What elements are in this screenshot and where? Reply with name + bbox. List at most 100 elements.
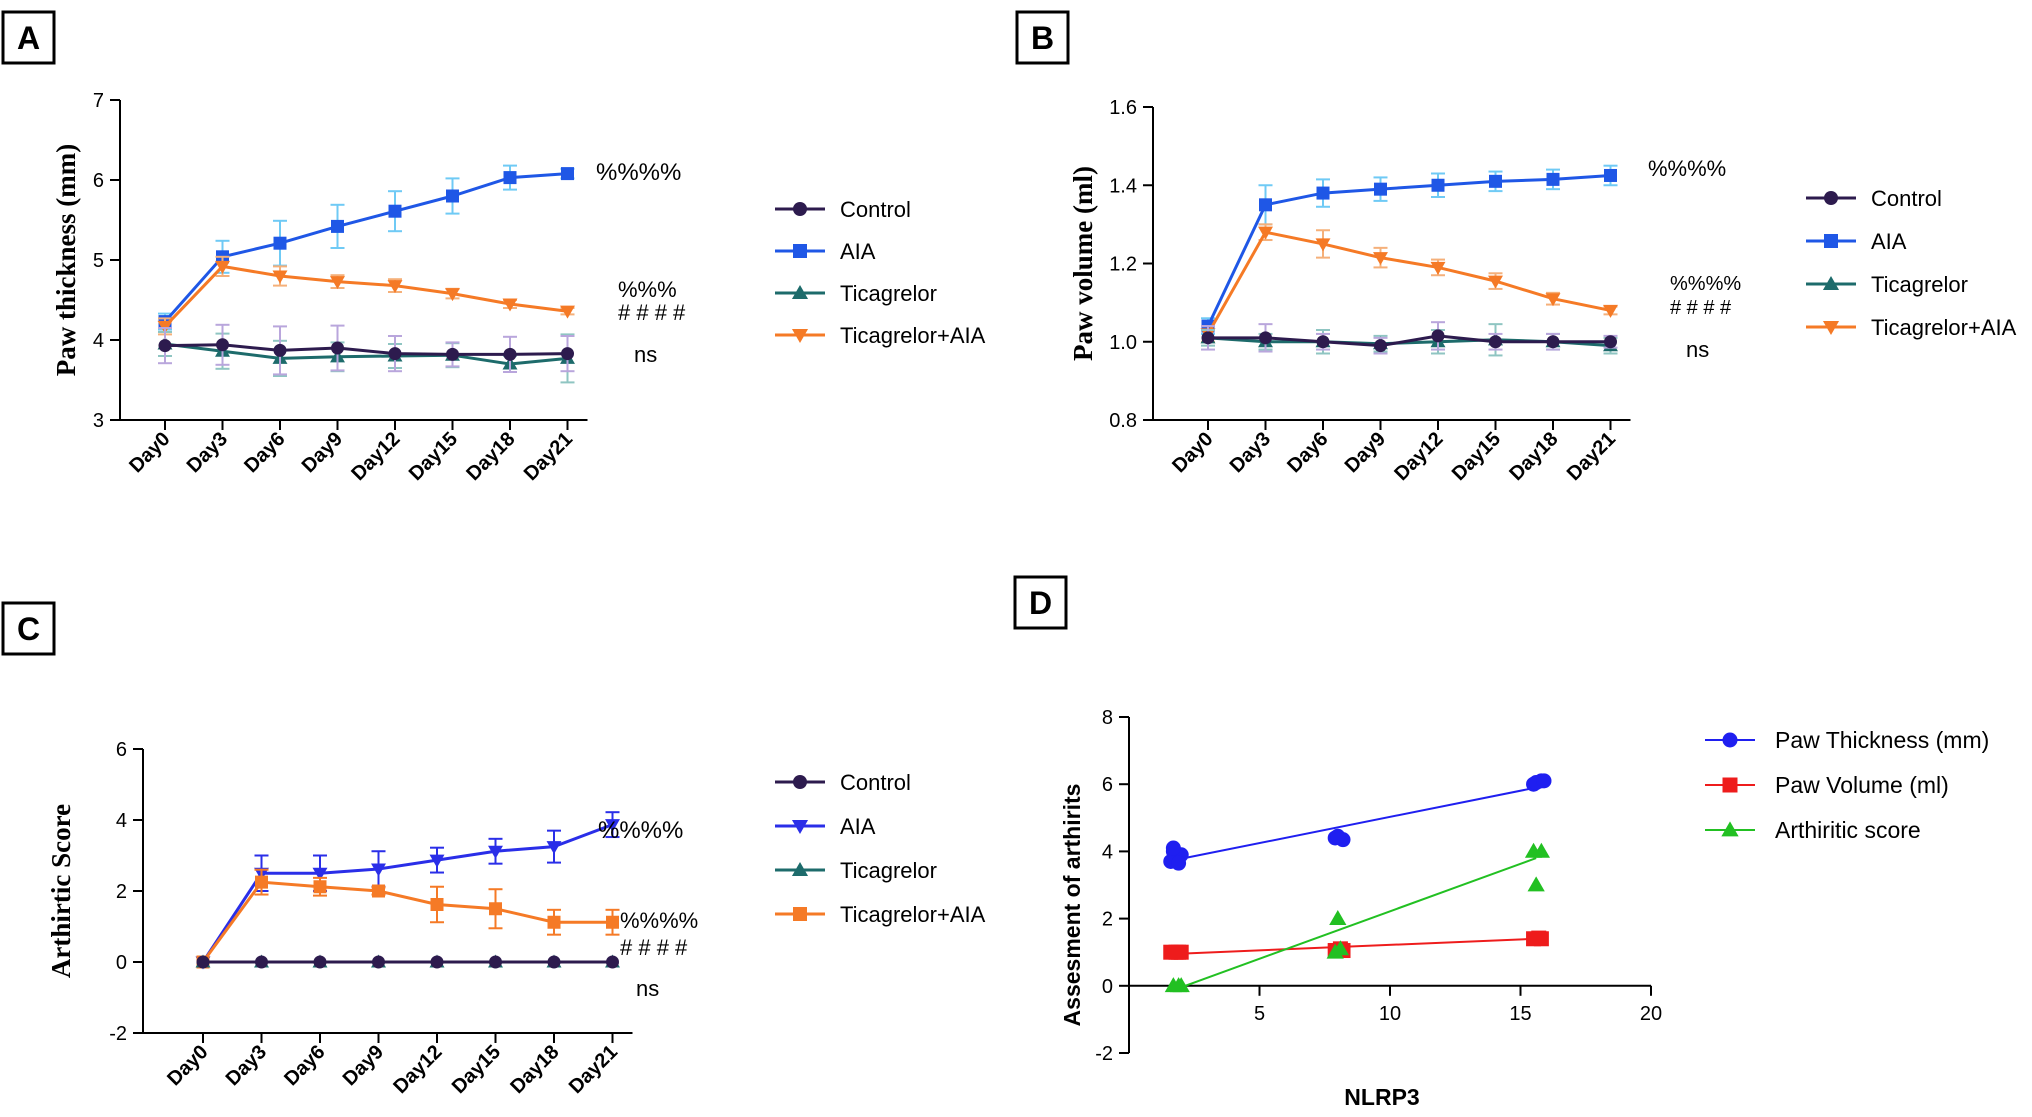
legend-marker <box>793 775 807 789</box>
data-point <box>255 875 268 889</box>
data-point <box>1489 174 1502 188</box>
data-point <box>1165 840 1181 856</box>
y-tick-label: 0 <box>116 952 127 974</box>
annotation: # # # # <box>620 935 688 960</box>
legend-item: Paw Volume (ml) <box>1705 772 1949 798</box>
y-tick-label: 4 <box>93 330 104 352</box>
x-tick-label: Day15 <box>1448 428 1505 485</box>
x-tick-label: 15 <box>1509 1003 1531 1025</box>
x-tick-label: 10 <box>1379 1003 1401 1025</box>
data-point <box>1604 168 1617 182</box>
legend-marker <box>1824 191 1838 205</box>
data-point <box>446 189 459 203</box>
y-tick-label: -2 <box>109 1023 127 1045</box>
annotation: # # # # <box>618 300 686 325</box>
data-point <box>1430 261 1446 275</box>
data-point <box>1326 943 1344 959</box>
annotation: %%%% <box>598 817 683 844</box>
svg-text:C: C <box>17 611 40 647</box>
x-tick-label: Day3 <box>1226 428 1275 477</box>
data-point <box>272 270 288 284</box>
legend-marker <box>793 244 807 258</box>
legend-item: Ticagrelor+AIA <box>775 323 986 348</box>
legend-item: Ticagrelor <box>775 858 937 883</box>
legend-item: Paw Thickness (mm) <box>1705 727 1989 753</box>
data-point <box>1489 335 1502 349</box>
y-tick-label: 1.2 <box>1109 254 1137 276</box>
svg-text:A: A <box>17 20 40 56</box>
data-point <box>372 884 385 898</box>
data-point <box>1171 855 1187 871</box>
y-tick-label: -2 <box>1095 1043 1113 1065</box>
x-tick-label: Day21 <box>1563 428 1620 485</box>
data-point <box>1431 178 1445 192</box>
data-point <box>561 167 574 181</box>
series-ticagrelor-aia <box>196 868 620 969</box>
y-tick-label: 4 <box>116 810 127 832</box>
data-point <box>1536 773 1552 789</box>
panel-label-d: D <box>1013 575 1068 630</box>
y-tick-label: 4 <box>1102 841 1113 863</box>
legend-marker <box>1722 777 1738 793</box>
data-point <box>502 298 518 312</box>
data-point <box>1545 293 1561 307</box>
legend-marker <box>791 284 809 299</box>
legend-item: AIA <box>775 239 876 264</box>
series-paw-volume-ml- <box>1163 930 1549 960</box>
data-point <box>1488 275 1503 289</box>
data-point <box>312 867 328 881</box>
annotation: ns <box>636 976 659 1001</box>
series-line <box>164 342 568 366</box>
x-tick-label: Day12 <box>389 1041 446 1098</box>
y-tick-label: 6 <box>116 739 127 761</box>
legend-item: Ticagrelor+AIA <box>1806 315 2017 340</box>
data-point <box>1527 876 1545 892</box>
data-point <box>1316 335 1330 349</box>
fit-line <box>1181 786 1537 860</box>
legend-marker <box>1721 821 1739 837</box>
data-point <box>1329 909 1347 925</box>
legend-marker <box>791 861 809 876</box>
data-point <box>1316 186 1330 200</box>
svg-text:B: B <box>1031 20 1054 56</box>
x-tick-label: 20 <box>1640 1003 1662 1025</box>
x-tick-label: 5 <box>1254 1003 1265 1025</box>
data-point <box>1546 335 1560 349</box>
legend-marker <box>1722 732 1738 748</box>
legend-item: Control <box>1806 186 1942 211</box>
data-point <box>546 841 562 855</box>
legend-marker <box>791 329 809 344</box>
data-point <box>1330 828 1346 844</box>
data-point <box>215 260 230 274</box>
x-tick-label: Day18 <box>462 428 519 485</box>
y-tick-label: 7 <box>93 90 104 112</box>
legend-label: Ticagrelor+AIA <box>840 902 986 927</box>
series-line <box>163 264 568 328</box>
x-tick-label: Day21 <box>565 1041 622 1098</box>
y-tick-label: 0.8 <box>1109 410 1137 432</box>
data-point <box>313 880 327 894</box>
y-axis-label: Arthirtic Score <box>46 804 76 978</box>
x-tick-label: Day18 <box>506 1041 563 1098</box>
y-tick-label: 5 <box>93 250 104 272</box>
legend-label: AIA <box>1871 229 1907 254</box>
series-line <box>201 880 613 963</box>
legend-item: Arthiritic score <box>1705 817 1921 843</box>
y-tick-label: 1.6 <box>1109 97 1137 119</box>
legend-item: Control <box>775 197 911 222</box>
data-point <box>605 819 620 833</box>
data-point <box>388 204 402 218</box>
data-point <box>158 339 172 353</box>
legend-marker <box>793 907 807 921</box>
y-tick-label: 1.0 <box>1109 332 1137 354</box>
data-point <box>606 915 619 929</box>
chart-d: -2 0 2 4 6 8 5 10 15 20 NLRP3 Assesment of arthirit… <box>1059 707 1989 1110</box>
data-point <box>606 955 619 969</box>
data-point <box>1374 339 1387 353</box>
legend-label: Ticagrelor+AIA <box>840 323 986 348</box>
x-tick-label: Day0 <box>163 1041 212 1090</box>
y-axis-label: Paw volume (ml) <box>1068 166 1098 361</box>
data-point <box>196 955 210 969</box>
data-point <box>1531 930 1547 946</box>
